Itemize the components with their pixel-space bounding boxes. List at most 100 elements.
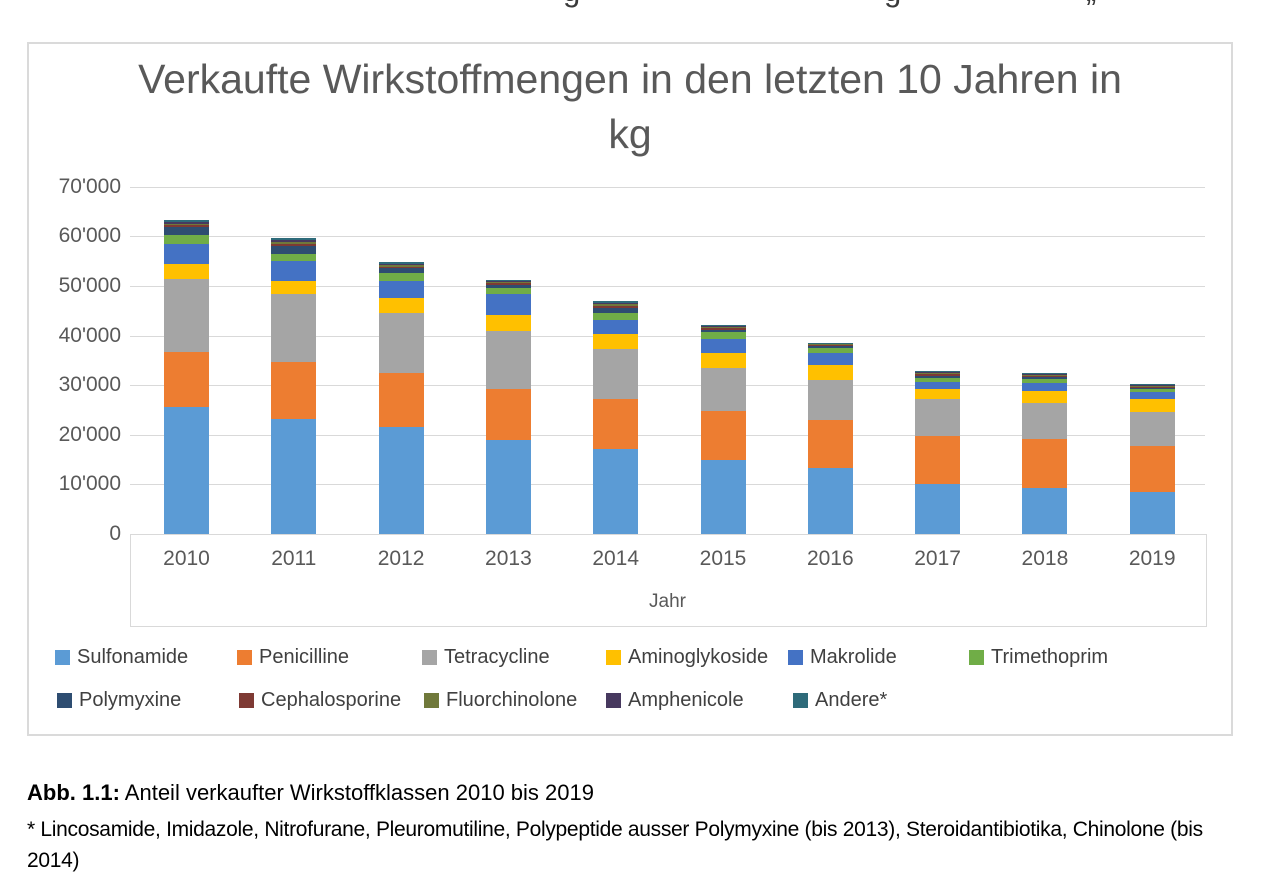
segment-trimethoprim	[915, 377, 961, 382]
segment-aminoglykoside	[807, 364, 853, 380]
segment-trimethoprim	[164, 235, 209, 244]
segment-amphenicole	[485, 281, 531, 283]
legend-swatch	[55, 649, 70, 665]
x-axis-label-2018: 2018	[1021, 547, 1069, 570]
segment-polymyxine	[164, 227, 209, 236]
gridline	[130, 385, 1205, 387]
segment-cephalosporine	[915, 374, 961, 376]
segment-penicilline	[1129, 445, 1175, 493]
segment-sulfonamide	[915, 484, 961, 534]
chart-container: Verkaufte Wirkstoffmengen in den letzten…	[27, 42, 1233, 736]
segment-polymyxine	[378, 268, 424, 273]
segment-fluorchinolone	[593, 304, 639, 306]
segment-aminoglykoside	[164, 263, 209, 279]
y-tick-label: 30'000	[58, 373, 121, 397]
legend-swatch	[239, 692, 254, 708]
x-axis-label-2010: 2010	[163, 547, 210, 570]
x-axis-title: Jahr	[649, 591, 686, 612]
clipped-glyph: „	[1086, 0, 1096, 9]
segment-fluorchinolone	[700, 327, 746, 329]
segment-tetracycline	[700, 368, 746, 411]
bar-2015	[700, 324, 746, 534]
segment-andere	[700, 324, 746, 327]
segment-andere	[915, 370, 961, 373]
segment-andere	[807, 342, 853, 344]
segment-penicilline	[807, 420, 853, 469]
segment-amphenicole	[700, 326, 746, 328]
chart-title: Verkaufte Wirkstoffmengen in den letzten…	[29, 52, 1231, 162]
segment-andere	[593, 300, 639, 303]
segment-makrolide	[915, 381, 961, 390]
legend-label: Aminoglykoside	[628, 645, 769, 668]
legend-item-makrolide: Makrolide	[788, 644, 897, 670]
segment-aminoglykoside	[485, 315, 531, 331]
segment-fluorchinolone	[1129, 385, 1175, 387]
segment-cephalosporine	[271, 244, 317, 247]
segment-cephalosporine	[485, 283, 531, 285]
y-tick-label: 50'000	[58, 274, 121, 297]
segment-trimethoprim	[1129, 389, 1175, 392]
segment-cephalosporine	[1022, 375, 1068, 378]
gridline	[130, 186, 1205, 188]
segment-polymyxine	[915, 375, 961, 378]
segment-amphenicole	[164, 222, 209, 224]
segment-tetracycline	[485, 330, 531, 389]
legend-label: Penicilline	[259, 645, 350, 668]
legend-item-tetracycline: Tetracycline	[422, 644, 550, 670]
segment-sulfonamide	[271, 419, 317, 534]
segment-aminoglykoside	[271, 280, 317, 295]
legend-item-amphenicole: Amphenicole	[606, 687, 744, 713]
y-tick-label: 40'000	[58, 323, 121, 347]
segment-trimethoprim	[807, 348, 853, 353]
figure-caption-label: Abb. 1.1:	[27, 780, 120, 805]
legend-swatch	[788, 649, 803, 665]
legend-label: Polymyxine	[79, 688, 182, 711]
segment-aminoglykoside	[593, 334, 639, 349]
segment-trimethoprim	[593, 312, 639, 321]
segment-penicilline	[593, 398, 639, 449]
segment-makrolide	[164, 243, 209, 264]
segment-makrolide	[378, 281, 424, 298]
segment-sulfonamide	[378, 427, 424, 534]
segment-makrolide	[1022, 382, 1068, 391]
legend-swatch	[57, 692, 72, 708]
y-tick-label: 10'000	[58, 472, 121, 496]
segment-sulfonamide	[593, 448, 639, 534]
gridline	[130, 484, 1205, 486]
segment-sulfonamide	[807, 468, 853, 534]
segment-makrolide	[1129, 391, 1175, 400]
segment-andere	[1022, 372, 1068, 374]
chart-title-text: Verkaufte Wirkstoffmengen in den letzten…	[138, 56, 1122, 157]
segment-aminoglykoside	[700, 352, 746, 369]
segment-makrolide	[807, 352, 853, 365]
segment-aminoglykoside	[378, 297, 424, 314]
segment-tetracycline	[1022, 403, 1068, 439]
legend-swatch	[422, 649, 437, 665]
segment-makrolide	[700, 338, 746, 353]
segment-trimethoprim	[378, 272, 424, 282]
legend-item-trimethoprim: Trimethoprim	[969, 644, 1108, 670]
figure-caption: Abb. 1.1: Anteil verkaufter Wirkstoffkla…	[27, 780, 594, 806]
segment-amphenicole	[378, 263, 424, 266]
legend-item-cephalosporine: Cephalosporine	[239, 687, 401, 713]
y-tick-label: 20'000	[58, 422, 121, 446]
segment-tetracycline	[164, 278, 209, 352]
bar-2010	[164, 220, 209, 534]
segment-cephalosporine	[1129, 386, 1175, 388]
legend-label: Trimethoprim	[991, 645, 1109, 668]
segment-polymyxine	[700, 329, 746, 333]
legend-label: Andere*	[815, 688, 888, 711]
legend-item-fluorchinolone: Fluorchinolone	[424, 687, 577, 713]
figure-footnote: * Lincosamide, Imidazole, Nitrofurane, P…	[27, 818, 1203, 872]
bar-2014	[593, 300, 639, 534]
segment-fluorchinolone	[915, 373, 961, 375]
legend-item-aminoglykoside: Aminoglykoside	[606, 644, 768, 670]
segment-polymyxine	[807, 346, 853, 349]
segment-makrolide	[593, 320, 639, 335]
x-axis-label-2015: 2015	[699, 547, 747, 570]
segment-trimethoprim	[700, 332, 746, 339]
x-axis-label-2019: 2019	[1128, 547, 1176, 570]
legend-item-sulfonamide: Sulfonamide	[55, 644, 188, 670]
legend-swatch	[237, 649, 252, 665]
segment-andere	[271, 237, 317, 241]
